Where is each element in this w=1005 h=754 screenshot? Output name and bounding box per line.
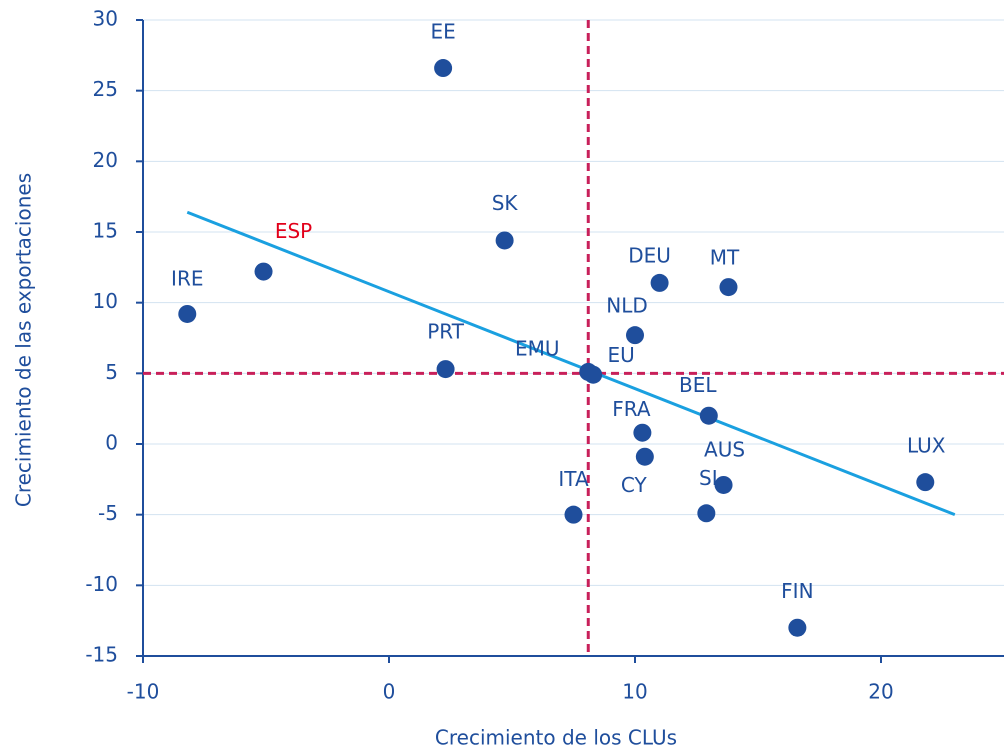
point-label: EU: [608, 343, 635, 367]
trend-line: [186, 210, 956, 517]
y-tick-label: 20: [93, 148, 118, 172]
point: [650, 273, 669, 292]
point: [719, 278, 738, 297]
point-label: ESP: [275, 219, 312, 243]
point-label: CY: [621, 473, 648, 497]
point-label: FRA: [612, 397, 651, 421]
point-label: BEL: [679, 373, 717, 397]
point: [916, 473, 935, 492]
point: [178, 304, 197, 323]
y-tick-label: -15: [85, 643, 118, 667]
point: [714, 475, 733, 494]
y-tick-label: 0: [105, 431, 118, 455]
point: [626, 326, 644, 345]
point-label: SI: [699, 466, 718, 490]
point: [633, 423, 652, 442]
point: [697, 504, 716, 523]
point: [495, 231, 514, 250]
point-label: EE: [430, 20, 455, 44]
point: [584, 365, 603, 384]
x-tick-label: 10: [622, 680, 647, 704]
y-axis-title: Crecimiento de las exportaciones: [12, 173, 36, 507]
point-label: NLD: [606, 294, 648, 318]
point: [635, 447, 654, 466]
y-tick-label: -10: [85, 572, 118, 596]
y-tick-label: 15: [93, 219, 118, 243]
point-label: LUX: [907, 434, 946, 458]
y-tick-label: -5: [98, 501, 118, 525]
point: [254, 262, 273, 281]
x-tick-label: 20: [868, 680, 893, 704]
x-axis-title: Crecimiento de los CLUs: [435, 726, 677, 750]
point: [788, 618, 807, 637]
y-tick-label: 25: [93, 77, 118, 101]
point-label: IRE: [171, 266, 203, 290]
point-label: FIN: [781, 579, 813, 603]
point: [434, 59, 453, 78]
point-label: EMU: [515, 336, 560, 360]
point-label: ITA: [558, 467, 589, 491]
point-label: DEU: [628, 243, 671, 267]
point: [564, 505, 583, 524]
point-label: PRT: [427, 320, 465, 344]
point: [699, 406, 718, 425]
point: [436, 360, 455, 379]
point-label: MT: [710, 246, 740, 270]
point-label: AUS: [704, 437, 745, 461]
y-tick-label: 30: [93, 7, 118, 31]
x-tick-label: -10: [127, 680, 160, 704]
x-tick-label: 0: [383, 680, 396, 704]
point-label: SK: [492, 191, 519, 215]
y-tick-label: 5: [105, 360, 118, 384]
y-tick-label: 10: [93, 289, 118, 313]
